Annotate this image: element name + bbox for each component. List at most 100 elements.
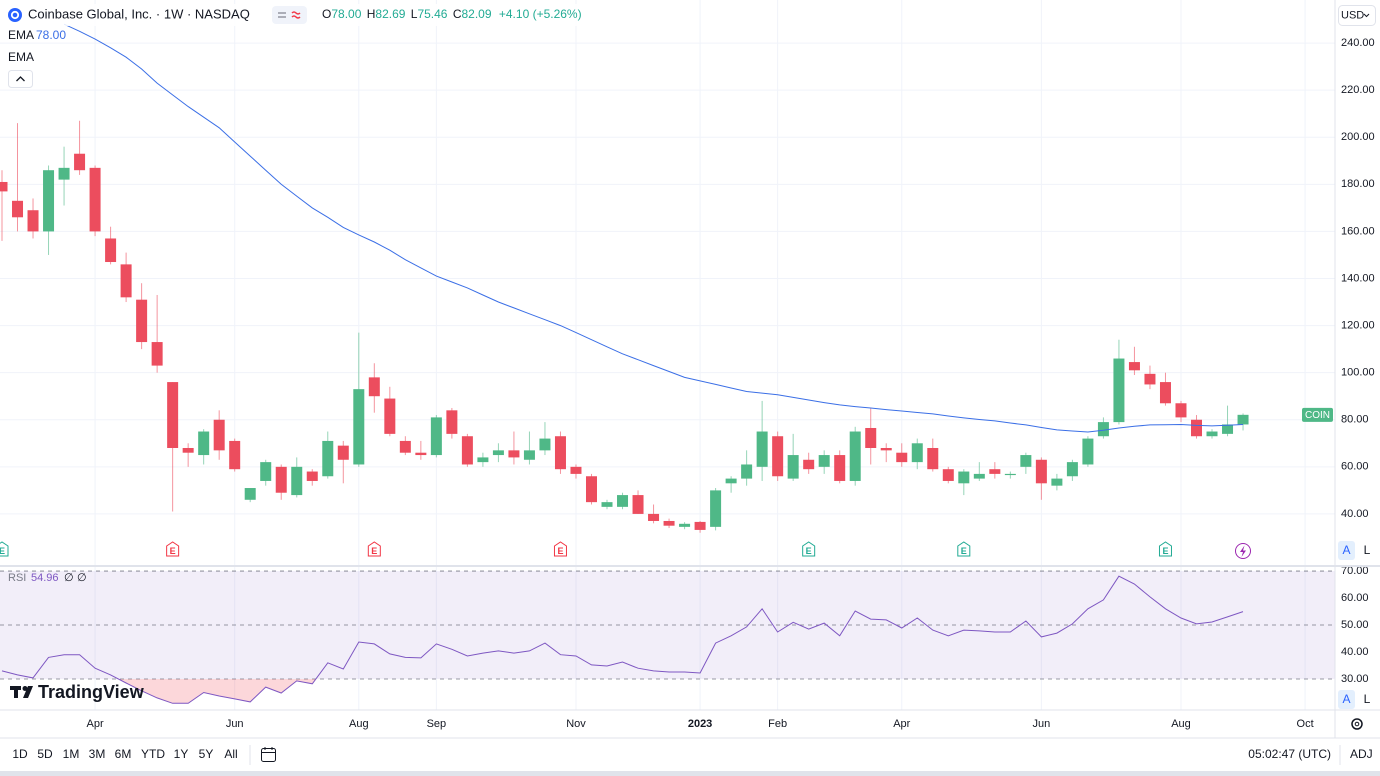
candle-body — [89, 167, 101, 232]
candle-body — [1206, 431, 1218, 437]
legend-name[interactable]: RSI — [8, 572, 26, 584]
candle-body — [648, 513, 660, 521]
range-button[interactable]: 1D — [12, 747, 28, 761]
candle-body — [1222, 424, 1234, 434]
x-tick-label: Aug — [1171, 718, 1191, 730]
candle-body — [151, 342, 163, 366]
y-tick-label: 240.00 — [1341, 37, 1375, 49]
earnings-badge[interactable] — [957, 541, 971, 557]
candle-body — [710, 490, 722, 527]
candle-body — [260, 462, 272, 481]
earnings-badge[interactable] — [802, 541, 816, 557]
symbol-title[interactable]: Coinbase Global, Inc. · 1W · NASDAQ — [28, 6, 250, 21]
legend-name[interactable]: EMA — [8, 28, 34, 42]
status-pill[interactable] — [272, 6, 307, 24]
legend-param: ∅ — [64, 572, 74, 584]
currency-label[interactable]: USD — [1341, 9, 1364, 21]
y-tick-label: 220.00 — [1341, 84, 1375, 96]
candle-body — [896, 452, 908, 463]
y-tick-label: 200.00 — [1341, 131, 1375, 143]
clock[interactable]: 05:02:47 (UTC) — [1248, 747, 1331, 761]
rsi-line — [1, 575, 1244, 704]
candle-body — [384, 398, 396, 434]
candle-body — [803, 459, 815, 470]
x-tick-label: Oct — [1297, 718, 1314, 730]
earnings-label[interactable]: E — [170, 546, 176, 556]
range-button[interactable]: 3M — [89, 747, 106, 761]
candle-body — [1035, 459, 1047, 484]
earnings-label[interactable]: E — [1162, 546, 1168, 556]
collapse-legend-button[interactable] — [8, 70, 33, 88]
y-tick-label: 30.00 — [1341, 673, 1369, 685]
range-button[interactable]: 5D — [37, 747, 53, 761]
earnings-label[interactable]: E — [961, 546, 967, 556]
range-button[interactable]: 1Y — [174, 747, 189, 761]
earnings-badge[interactable] — [553, 541, 567, 557]
candle-body — [58, 167, 70, 180]
auto-scale-label[interactable]: A — [1342, 543, 1350, 557]
candle-body — [958, 471, 970, 484]
auto-scale-button[interactable] — [1338, 541, 1355, 560]
auto-scale-label[interactable]: A — [1342, 692, 1350, 706]
candle-body — [617, 495, 629, 507]
candle-body — [430, 417, 442, 456]
earnings-label[interactable]: E — [371, 546, 377, 556]
range-button[interactable]: 1M — [63, 747, 80, 761]
candle-body — [167, 382, 179, 448]
chevron-icon — [16, 76, 25, 82]
candle-body — [585, 476, 597, 503]
candle-body — [1051, 478, 1063, 486]
earnings-badge[interactable] — [0, 541, 9, 557]
legend-name[interactable]: EMA — [8, 50, 34, 64]
log-scale-label[interactable]: L — [1364, 543, 1371, 557]
brand-logo — [22, 686, 28, 691]
candle-body — [1144, 373, 1156, 385]
candle-body — [275, 466, 287, 493]
candle-body — [554, 436, 566, 470]
calendar-icon[interactable] — [261, 748, 276, 762]
y-tick-label: 80.00 — [1341, 414, 1369, 426]
candle-body — [508, 450, 520, 458]
candle-body — [213, 419, 225, 451]
candle-body — [787, 455, 799, 479]
candle-body — [244, 488, 256, 500]
earnings-badge[interactable] — [166, 541, 180, 557]
legend-value: 54.96 — [31, 572, 59, 584]
x-tick-label: 2023 — [688, 718, 712, 730]
adjust-toggle[interactable]: ADJ — [1350, 747, 1373, 761]
candle-body — [570, 466, 582, 474]
candle-body — [1191, 419, 1203, 437]
candle-body — [306, 471, 318, 481]
candle-body — [849, 431, 861, 481]
symbol-logo-mark — [10, 10, 20, 20]
candle-body — [911, 443, 923, 463]
x-tick-label: Nov — [566, 718, 586, 730]
range-button[interactable]: All — [224, 747, 237, 761]
settings-icon — [1354, 721, 1360, 727]
earnings-label[interactable]: E — [806, 546, 812, 556]
candle-body — [182, 447, 194, 453]
auto-scale-button[interactable] — [1338, 690, 1355, 709]
settings-icon[interactable] — [1351, 718, 1363, 730]
earnings-badge[interactable] — [1158, 541, 1172, 557]
candle-body — [989, 469, 1001, 474]
candle-body — [663, 520, 675, 526]
ohlc-value: 82.69 — [375, 7, 405, 21]
candle-body — [120, 264, 132, 298]
legend-param: ∅ — [77, 572, 87, 584]
x-tick-label: Aug — [349, 718, 369, 730]
range-button[interactable]: 6M — [115, 747, 132, 761]
range-button[interactable]: 5Y — [199, 747, 214, 761]
earnings-label[interactable]: E — [0, 546, 5, 556]
log-scale-label[interactable]: L — [1364, 692, 1371, 706]
brand-name[interactable]: TradingView — [38, 682, 145, 702]
candle-body — [694, 521, 706, 530]
candle-body — [368, 377, 380, 397]
lightning-icon — [1240, 545, 1246, 557]
earnings-badge[interactable] — [367, 541, 381, 557]
candle-body — [74, 153, 86, 171]
y-tick-label: 60.00 — [1341, 592, 1369, 604]
earnings-label[interactable]: E — [557, 546, 563, 556]
currency-button[interactable] — [1338, 5, 1376, 26]
range-button[interactable]: YTD — [141, 747, 165, 761]
